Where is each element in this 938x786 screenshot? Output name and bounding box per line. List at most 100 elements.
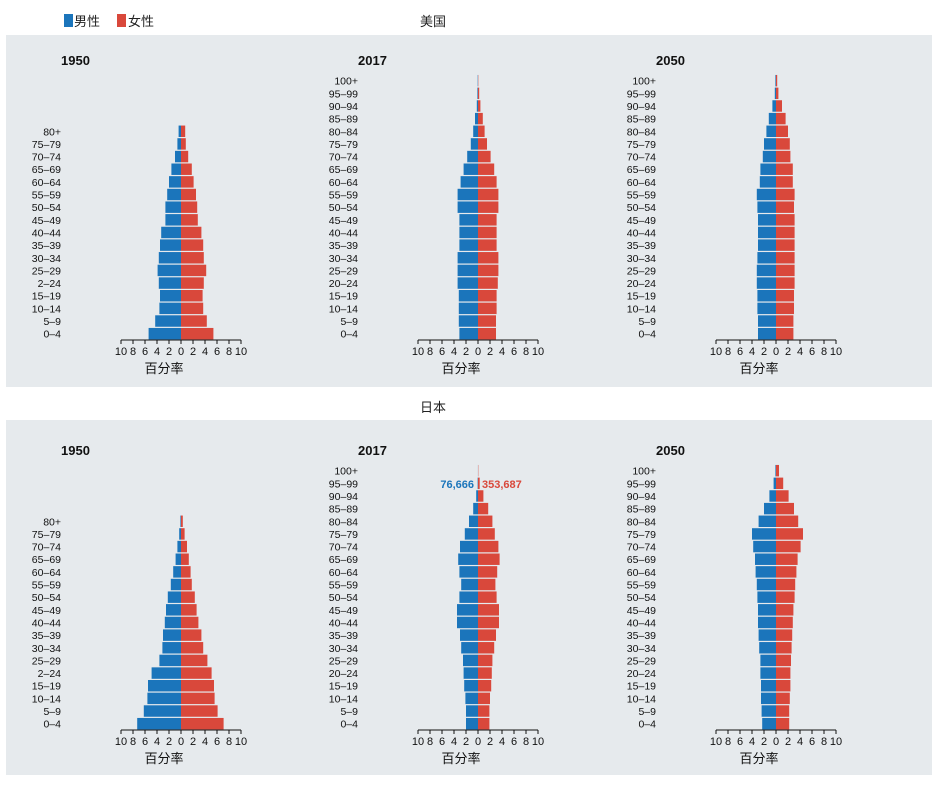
age-group-label: 30–34	[32, 643, 61, 655]
bar-male	[167, 189, 181, 200]
age-group-label: 45–49	[32, 605, 61, 617]
bar-female	[776, 693, 790, 704]
bar-female	[478, 554, 500, 565]
x-tick-label: 2	[785, 346, 791, 358]
bar-female	[776, 680, 790, 691]
bar-female	[181, 201, 197, 212]
age-group-label: 70–74	[329, 542, 358, 554]
bar-female	[181, 528, 185, 539]
bar-male	[753, 541, 776, 552]
bar-male	[461, 176, 478, 187]
x-tick-label: 4	[499, 346, 505, 358]
bar-female	[181, 718, 224, 729]
x-tick-label: 2	[785, 736, 791, 748]
x-tick-label: 8	[523, 736, 529, 748]
age-group-label: 65–69	[627, 554, 656, 566]
age-group-label: 15–19	[329, 291, 358, 303]
bar-male	[761, 680, 776, 691]
bar-male	[758, 328, 776, 339]
age-group-label: 15–19	[627, 681, 656, 693]
age-group-label: 65–69	[32, 554, 61, 566]
bar-female	[181, 604, 197, 615]
x-tick-label: 10	[532, 346, 544, 358]
legend-label-male: 男性	[74, 14, 100, 29]
age-group-label: 85–89	[627, 504, 656, 516]
age-group-label: 30–34	[627, 643, 656, 655]
bar-female	[478, 290, 497, 301]
bar-male	[166, 604, 181, 615]
bar-male	[461, 579, 478, 590]
x-tick-label: 8	[226, 346, 232, 358]
bar-female	[478, 566, 497, 577]
bar-female	[776, 227, 795, 238]
age-group-label: 10–14	[627, 303, 656, 315]
bar-female	[181, 239, 203, 250]
age-group-label: 60–64	[627, 177, 656, 189]
x-tick-label: 2	[190, 346, 196, 358]
x-tick-label: 0	[773, 346, 779, 358]
bar-male	[757, 277, 776, 288]
bar-male	[180, 516, 181, 527]
x-tick-label: 0	[475, 346, 481, 358]
age-group-label: 10–14	[627, 693, 656, 705]
bar-female	[181, 579, 192, 590]
age-group-label: 30–34	[329, 253, 358, 265]
bar-male	[169, 176, 181, 187]
bar-female	[776, 617, 793, 628]
x-tick-label: 10	[235, 736, 247, 748]
x-tick-label: 6	[439, 346, 445, 358]
bar-male	[758, 227, 776, 238]
bar-male	[464, 164, 478, 175]
x-tick-label: 8	[821, 736, 827, 748]
bar-female	[776, 239, 795, 250]
bar-female	[478, 239, 497, 250]
bar-male	[758, 239, 776, 250]
age-group-label: 30–34	[329, 643, 358, 655]
age-group-label: 95–99	[627, 88, 656, 100]
age-group-label: 80–84	[627, 126, 656, 138]
age-group-label: 90–94	[329, 491, 358, 503]
bar-female	[181, 516, 183, 527]
bar-male	[163, 629, 181, 640]
x-axis-label: 百分率	[144, 751, 183, 766]
bar-male	[763, 151, 776, 162]
annotation-male-count: 76,666	[440, 479, 474, 491]
bar-male	[147, 693, 181, 704]
age-group-label: 15–19	[627, 291, 656, 303]
age-group-label: 50–54	[329, 592, 358, 604]
age-group-label: 65–69	[329, 554, 358, 566]
age-group-label: 5–9	[340, 316, 358, 328]
age-group-label: 90–94	[627, 491, 656, 503]
bar-male	[464, 680, 478, 691]
age-group-label: 65–69	[329, 164, 358, 176]
bar-male	[144, 705, 181, 716]
age-group-label: 2–24	[38, 278, 62, 290]
bar-male	[460, 629, 478, 640]
age-group-label: 0–4	[638, 719, 656, 731]
bar-male	[177, 138, 181, 149]
age-group-label: 25–29	[627, 655, 656, 667]
bar-male	[757, 189, 776, 200]
bar-female	[776, 516, 798, 527]
bar-female	[181, 277, 204, 288]
bar-female	[776, 579, 795, 590]
x-tick-label: 2	[761, 736, 767, 748]
bar-female	[181, 655, 207, 666]
bar-male	[466, 718, 478, 729]
x-tick-label: 2	[463, 346, 469, 358]
bar-male	[165, 617, 181, 628]
age-group-label: 70–74	[32, 542, 61, 554]
age-group-label: 15–19	[32, 291, 61, 303]
bar-female	[181, 303, 203, 314]
x-tick-label: 8	[725, 736, 731, 748]
bar-male	[473, 126, 478, 137]
age-group-label: 95–99	[329, 478, 358, 490]
x-tick-label: 4	[154, 346, 160, 358]
bar-male	[148, 680, 181, 691]
bar-male	[769, 490, 776, 501]
bar-male	[476, 490, 478, 501]
age-group-label: 90–94	[627, 101, 656, 113]
chart-year-title: 2017	[358, 53, 387, 68]
bar-female	[478, 315, 496, 326]
bar-female	[181, 214, 198, 225]
